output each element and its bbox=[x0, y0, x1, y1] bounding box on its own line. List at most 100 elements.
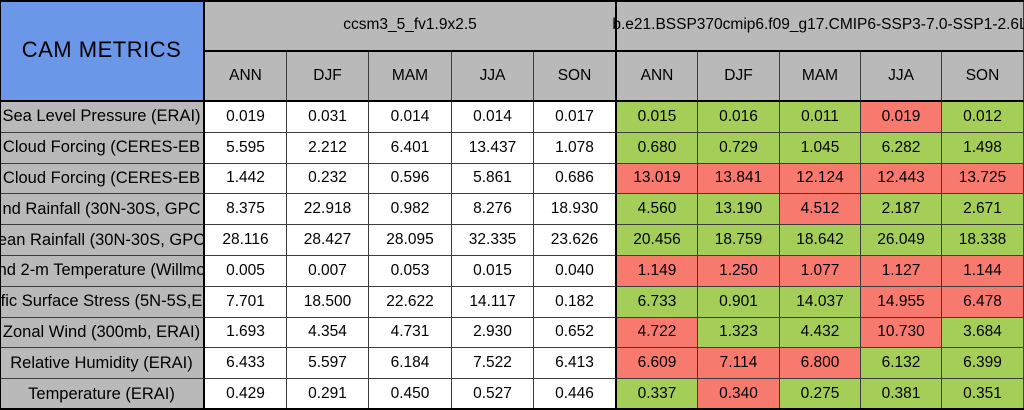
model1-value-cell: 6.433 bbox=[205, 348, 287, 380]
model1-value-cell: 0.014 bbox=[369, 102, 452, 133]
col-header-model2-djf: DJF bbox=[698, 52, 780, 102]
model2-value-cell: 0.015 bbox=[617, 102, 698, 133]
model1-value-cell: 28.116 bbox=[205, 225, 287, 256]
table-corner-title: CAM METRICS bbox=[0, 0, 205, 102]
model2-value-cell: 4.512 bbox=[780, 194, 861, 226]
col-header-model2-jja: JJA bbox=[861, 52, 942, 102]
col-header-model1-son: SON bbox=[534, 52, 617, 102]
model1-value-cell: 0.053 bbox=[369, 255, 452, 287]
model1-value-cell: 23.626 bbox=[534, 225, 617, 256]
model2-value-cell: 3.684 bbox=[942, 317, 1024, 349]
col-header-model2-son: SON bbox=[942, 52, 1024, 102]
model1-value-cell: 5.595 bbox=[205, 132, 287, 164]
model1-value-cell: 28.427 bbox=[287, 225, 369, 256]
model2-value-cell: 18.642 bbox=[780, 225, 861, 256]
model2-value-cell: 0.381 bbox=[861, 379, 942, 410]
model1-value-cell: 8.375 bbox=[205, 194, 287, 226]
model2-value-cell: 0.011 bbox=[780, 102, 861, 133]
model1-value-cell: 8.276 bbox=[452, 194, 534, 226]
model2-value-cell: 14.037 bbox=[780, 286, 861, 318]
model2-value-cell: 13.190 bbox=[698, 194, 780, 226]
col-header-model2-mam: MAM bbox=[780, 52, 861, 102]
model1-value-cell: 0.015 bbox=[452, 255, 534, 287]
model1-value-cell: 32.335 bbox=[452, 225, 534, 256]
model2-value-cell: 1.250 bbox=[698, 255, 780, 287]
model1-value-cell: 0.527 bbox=[452, 379, 534, 410]
model2-value-cell: 4.722 bbox=[617, 317, 698, 349]
model1-value-cell: 0.031 bbox=[287, 102, 369, 133]
model2-value-cell: 1.323 bbox=[698, 317, 780, 349]
model1-value-cell: 2.212 bbox=[287, 132, 369, 164]
model1-value-cell: 0.596 bbox=[369, 163, 452, 195]
model1-value-cell: 0.686 bbox=[534, 163, 617, 195]
row-label: Relative Humidity (ERAI) bbox=[0, 348, 205, 380]
model1-value-cell: 0.040 bbox=[534, 255, 617, 287]
row-label: Cloud Forcing (CERES-EB bbox=[0, 163, 205, 195]
row-label: Cloud Forcing (CERES-EB bbox=[0, 132, 205, 164]
model2-value-cell: 0.340 bbox=[698, 379, 780, 410]
model2-value-cell: 10.730 bbox=[861, 317, 942, 349]
model2-value-cell: 6.478 bbox=[942, 286, 1024, 318]
model1-value-cell: 0.017 bbox=[534, 102, 617, 133]
model2-value-cell: 6.282 bbox=[861, 132, 942, 164]
model2-value-cell: 12.124 bbox=[780, 163, 861, 195]
model1-value-cell: 0.232 bbox=[287, 163, 369, 195]
model2-value-cell: 2.671 bbox=[942, 194, 1024, 226]
model2-value-cell: 20.456 bbox=[617, 225, 698, 256]
model2-group-header: b.e21.BSSP370cmip6.f09_g17.CMIP6-SSP3-7.… bbox=[612, 0, 1024, 52]
model2-value-cell: 1.144 bbox=[942, 255, 1024, 287]
model1-value-cell: 0.007 bbox=[287, 255, 369, 287]
model1-value-cell: 6.413 bbox=[534, 348, 617, 380]
model1-value-cell: 0.446 bbox=[534, 379, 617, 410]
model2-value-cell: 0.901 bbox=[698, 286, 780, 318]
model2-value-cell: 6.399 bbox=[942, 348, 1024, 380]
model2-value-cell: 14.955 bbox=[861, 286, 942, 318]
col-header-model1-djf: DJF bbox=[287, 52, 369, 102]
model1-value-cell: 18.930 bbox=[534, 194, 617, 226]
model2-value-cell: 0.729 bbox=[698, 132, 780, 164]
model1-value-cell: 1.442 bbox=[205, 163, 287, 195]
model2-value-cell: 4.432 bbox=[780, 317, 861, 349]
model2-value-cell: 13.725 bbox=[942, 163, 1024, 195]
model2-value-cell: 0.275 bbox=[780, 379, 861, 410]
model1-value-cell: 18.500 bbox=[287, 286, 369, 318]
row-label: nd Rainfall (30N-30S, GPC bbox=[0, 194, 205, 226]
model1-value-cell: 0.019 bbox=[205, 102, 287, 133]
col-header-model1-mam: MAM bbox=[369, 52, 452, 102]
model2-value-cell: 1.149 bbox=[617, 255, 698, 287]
model2-value-cell: 13.019 bbox=[617, 163, 698, 195]
model1-value-cell: 0.450 bbox=[369, 379, 452, 410]
model1-value-cell: 0.014 bbox=[452, 102, 534, 133]
model1-value-cell: 6.184 bbox=[369, 348, 452, 380]
model1-value-cell: 22.622 bbox=[369, 286, 452, 318]
model1-value-cell: 5.861 bbox=[452, 163, 534, 195]
model2-group-label: b.e21.BSSP370cmip6.f09_g17.CMIP6-SSP3-7.… bbox=[612, 16, 1024, 33]
model2-value-cell: 13.841 bbox=[698, 163, 780, 195]
model2-value-cell: 0.012 bbox=[942, 102, 1024, 133]
model1-value-cell: 0.652 bbox=[534, 317, 617, 349]
model1-value-cell: 0.429 bbox=[205, 379, 287, 410]
row-label: fic Surface Stress (5N-5S,E bbox=[0, 286, 205, 318]
model1-value-cell: 1.078 bbox=[534, 132, 617, 164]
model2-value-cell: 18.338 bbox=[942, 225, 1024, 256]
model2-value-cell: 18.759 bbox=[698, 225, 780, 256]
model1-value-cell: 0.005 bbox=[205, 255, 287, 287]
model2-value-cell: 1.045 bbox=[780, 132, 861, 164]
model2-value-cell: 26.049 bbox=[861, 225, 942, 256]
model2-value-cell: 7.114 bbox=[698, 348, 780, 380]
model2-value-cell: 4.560 bbox=[617, 194, 698, 226]
row-label: Sea Level Pressure (ERAI) bbox=[0, 102, 205, 133]
model2-value-cell: 6.733 bbox=[617, 286, 698, 318]
row-label: Temperature (ERAI) bbox=[0, 379, 205, 410]
col-header-model1-jja: JJA bbox=[452, 52, 534, 102]
model1-value-cell: 2.930 bbox=[452, 317, 534, 349]
model1-value-cell: 28.095 bbox=[369, 225, 452, 256]
model2-value-cell: 6.132 bbox=[861, 348, 942, 380]
model2-value-cell: 0.337 bbox=[617, 379, 698, 410]
row-label: Zonal Wind (300mb, ERAI) bbox=[0, 317, 205, 349]
model1-value-cell: 22.918 bbox=[287, 194, 369, 226]
col-header-model2-ann: ANN bbox=[617, 52, 698, 102]
model1-value-cell: 7.701 bbox=[205, 286, 287, 318]
model1-value-cell: 6.401 bbox=[369, 132, 452, 164]
